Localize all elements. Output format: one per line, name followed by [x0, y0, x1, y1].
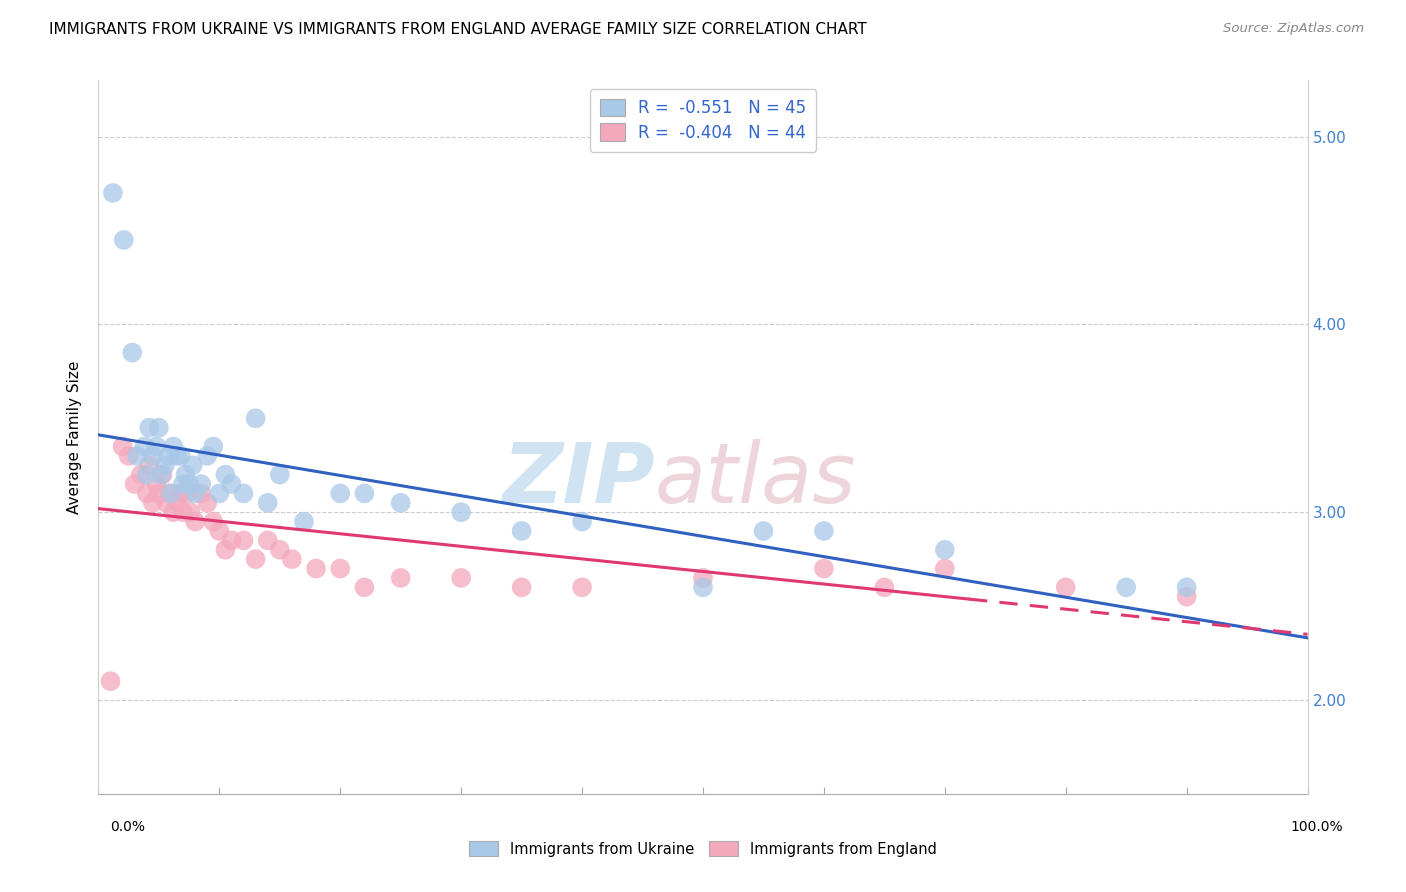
- Point: [100, 674, 122, 689]
- Point: [166, 449, 188, 463]
- Point: [214, 467, 236, 482]
- Text: 0.0%: 0.0%: [110, 821, 145, 834]
- Point: [184, 515, 207, 529]
- Point: [174, 467, 197, 482]
- Point: [329, 561, 352, 575]
- Point: [389, 571, 412, 585]
- Point: [135, 486, 157, 500]
- Point: [176, 486, 198, 500]
- Point: [813, 561, 835, 575]
- Point: [190, 486, 212, 500]
- Point: [1115, 580, 1137, 594]
- Point: [153, 458, 176, 473]
- Point: [162, 440, 184, 454]
- Point: [202, 440, 225, 454]
- Point: [142, 449, 165, 463]
- Point: [135, 467, 157, 482]
- Point: [329, 486, 352, 500]
- Point: [134, 440, 156, 454]
- Point: [571, 515, 593, 529]
- Text: Source: ZipAtlas.com: Source: ZipAtlas.com: [1223, 22, 1364, 36]
- Point: [571, 580, 593, 594]
- Point: [112, 233, 135, 247]
- Point: [305, 561, 328, 575]
- Point: [195, 496, 218, 510]
- Point: [155, 496, 177, 510]
- Point: [934, 542, 956, 557]
- Point: [169, 449, 191, 463]
- Point: [150, 467, 173, 482]
- Point: [121, 345, 143, 359]
- Point: [450, 505, 472, 519]
- Point: [169, 486, 191, 500]
- Text: atlas: atlas: [655, 440, 856, 520]
- Point: [389, 496, 412, 510]
- Point: [138, 420, 160, 434]
- Point: [752, 524, 775, 538]
- Point: [162, 505, 184, 519]
- Point: [202, 515, 225, 529]
- Point: [221, 477, 243, 491]
- Point: [166, 496, 188, 510]
- Point: [692, 580, 714, 594]
- Point: [184, 486, 207, 500]
- Point: [127, 449, 149, 463]
- Point: [245, 552, 267, 566]
- Point: [138, 458, 160, 473]
- Point: [160, 486, 183, 500]
- Point: [190, 477, 212, 491]
- Point: [124, 477, 146, 491]
- Point: [692, 571, 714, 585]
- Y-axis label: Average Family Size: Average Family Size: [67, 360, 83, 514]
- Point: [172, 477, 194, 491]
- Point: [148, 486, 170, 500]
- Point: [179, 505, 201, 519]
- Point: [148, 420, 170, 434]
- Point: [208, 524, 231, 538]
- Point: [256, 533, 278, 548]
- Legend: R =  -0.551   N = 45, R =  -0.404   N = 44: R = -0.551 N = 45, R = -0.404 N = 44: [589, 88, 817, 152]
- Point: [934, 561, 956, 575]
- Text: IMMIGRANTS FROM UKRAINE VS IMMIGRANTS FROM ENGLAND AVERAGE FAMILY SIZE CORRELATI: IMMIGRANTS FROM UKRAINE VS IMMIGRANTS FR…: [49, 22, 868, 37]
- Point: [873, 580, 896, 594]
- Text: ZIP: ZIP: [502, 440, 655, 520]
- Point: [510, 580, 533, 594]
- Point: [145, 440, 167, 454]
- Point: [256, 496, 278, 510]
- Point: [221, 533, 243, 548]
- Point: [353, 486, 375, 500]
- Point: [232, 533, 254, 548]
- Point: [172, 505, 194, 519]
- Legend: Immigrants from Ukraine, Immigrants from England: Immigrants from Ukraine, Immigrants from…: [464, 835, 942, 863]
- Point: [1054, 580, 1077, 594]
- Point: [157, 449, 180, 463]
- Point: [245, 411, 267, 425]
- Point: [118, 449, 141, 463]
- Point: [232, 486, 254, 500]
- Point: [145, 477, 167, 491]
- Point: [101, 186, 124, 200]
- Point: [195, 449, 218, 463]
- Point: [1175, 580, 1198, 594]
- Point: [269, 467, 291, 482]
- Point: [111, 440, 134, 454]
- Point: [214, 542, 236, 557]
- Point: [450, 571, 472, 585]
- Point: [181, 458, 204, 473]
- Point: [269, 542, 291, 557]
- Text: 100.0%: 100.0%: [1291, 821, 1343, 834]
- Point: [129, 467, 152, 482]
- Point: [292, 515, 315, 529]
- Point: [281, 552, 304, 566]
- Point: [142, 496, 165, 510]
- Point: [159, 486, 181, 500]
- Point: [208, 486, 231, 500]
- Point: [813, 524, 835, 538]
- Point: [510, 524, 533, 538]
- Point: [152, 467, 174, 482]
- Point: [353, 580, 375, 594]
- Point: [1175, 590, 1198, 604]
- Point: [179, 477, 201, 491]
